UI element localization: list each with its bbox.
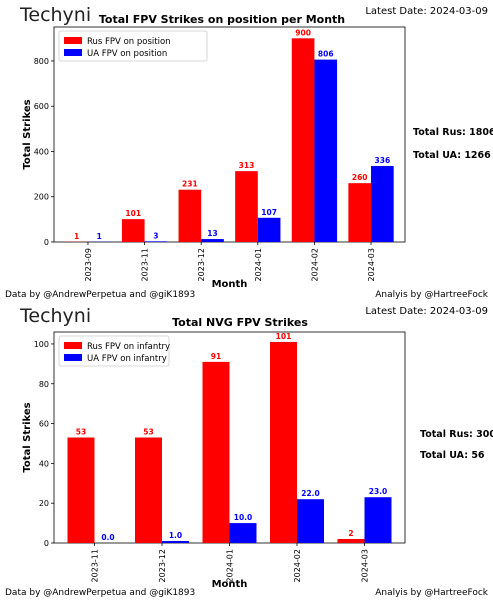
legend-swatch <box>64 49 82 56</box>
plot-frame <box>53 26 406 243</box>
rus-bar <box>67 437 95 543</box>
y-tick-label: 40 <box>39 459 49 468</box>
legend-box <box>58 335 170 367</box>
ua-data-label: 1 <box>97 232 102 241</box>
position-strikes-panel: Techyni Latest Date: 2024-03-09 Total FPV … <box>5 4 493 300</box>
x-tick-label: 2024-03 <box>367 248 376 281</box>
ua-data-label: 13 <box>207 229 217 238</box>
ua-data-label: 806 <box>318 50 334 59</box>
ua-bar <box>257 217 281 242</box>
rus-bar <box>135 437 162 543</box>
latest-date: Latest Date: 2024-03-09 <box>365 6 488 17</box>
position-strikes-chart: Techyni Latest Date: 2024-03-09 Total FPV … <box>5 4 493 300</box>
latest-date: Latest Date: 2024-03-09 <box>365 306 488 317</box>
chart-title: Total NVG FPV Strikes <box>172 316 308 329</box>
rus-data-label: 101 <box>276 332 292 341</box>
y-tick-label: 0 <box>44 539 49 548</box>
data-credit: Data by @AndrewPerpetua and @giK1893 <box>5 290 195 300</box>
nvg-strikes-chart: Techyni Latest Date: 2024-03-09 Total NVG … <box>5 305 493 598</box>
legend-swatch <box>64 354 82 361</box>
ua-data-label: 3 <box>153 231 158 240</box>
legend-entry: UA FPV on infantry <box>87 354 167 364</box>
y-tick-label: 80 <box>39 380 49 389</box>
y-tick-label: 60 <box>39 420 49 429</box>
ua-bar <box>371 165 394 242</box>
ua-bar <box>229 523 257 543</box>
y-tick-label: 800 <box>34 57 49 66</box>
rus-data-label: 53 <box>76 428 86 437</box>
x-tick-label: 2023-11 <box>141 248 150 281</box>
x-tick-label: 2023-12 <box>158 549 167 582</box>
y-tick-label: 0 <box>44 238 49 247</box>
y-tick-label: 400 <box>34 147 49 156</box>
ua-bar <box>364 497 392 543</box>
x-tick-label: 2023-11 <box>91 549 100 582</box>
ua-bar <box>144 241 168 242</box>
rus-data-label: 900 <box>295 28 311 37</box>
x-tick-label: 2023-12 <box>197 248 206 281</box>
y-tick-label: 200 <box>34 193 49 202</box>
ua-data-label: 23.0 <box>369 487 388 496</box>
x-tick-label: 2023-09 <box>84 248 93 281</box>
ua-bar <box>297 499 324 543</box>
rus-data-label: 53 <box>143 428 153 437</box>
ua-bar <box>201 239 224 242</box>
total-rus: Total Rus: 1806 <box>413 127 493 138</box>
legend-box <box>58 30 208 62</box>
legend-entry: Rus FPV on infantry <box>87 342 170 352</box>
ua-data-label: 10.0 <box>234 513 253 522</box>
y-tick-label: 20 <box>39 499 49 508</box>
rus-bar <box>121 219 145 242</box>
total-ua: Total UA: 56 <box>420 450 485 461</box>
x-tick-label: 2024-02 <box>293 549 302 582</box>
x-tick-label: 2024-01 <box>254 248 263 281</box>
legend-entry: UA FPV on position <box>87 49 167 59</box>
rus-bar <box>348 183 372 242</box>
brand-logo: Techyni <box>19 305 91 327</box>
legend-entry: Rus FPV on position <box>87 37 171 47</box>
x-tick-label: 2024-03 <box>361 549 370 582</box>
analysis-credit: Analyis by @HartreeFock <box>375 588 489 598</box>
legend-swatch <box>64 37 82 44</box>
ua-data-label: 0.0 <box>101 533 114 542</box>
rus-data-label: 1 <box>74 232 79 241</box>
rus-data-label: 2 <box>348 529 353 538</box>
ua-data-label: 107 <box>261 208 277 217</box>
nvg-strikes-panel: Techyni Latest Date: 2024-03-09 Total NVG … <box>0 300 493 600</box>
total-ua: Total UA: 1266 <box>413 150 491 161</box>
ua-data-label: 336 <box>375 156 391 165</box>
rus-bar <box>337 539 365 543</box>
rus-bar <box>178 189 202 242</box>
rus-bar <box>291 38 315 242</box>
ua-data-label: 1.0 <box>169 531 182 540</box>
x-tick-label: 2024-02 <box>310 248 319 281</box>
y-tick-label: 600 <box>34 102 49 111</box>
y-axis-label: Total Strikes <box>22 99 33 169</box>
chart-title: Total FPV Strikes on position per Month <box>99 13 345 26</box>
total-rus: Total Rus: 300 <box>420 429 493 440</box>
x-tick-label: 2024-01 <box>226 549 235 582</box>
x-axis-label: Month <box>212 579 248 590</box>
rus-data-label: 231 <box>182 180 198 189</box>
ua-bar <box>162 541 189 543</box>
rus-data-label: 313 <box>239 161 255 170</box>
brand-logo: Techyni <box>19 4 91 26</box>
data-credit: Data by @AndrewPerpetua and @giK1893 <box>5 588 195 598</box>
rus-bar <box>235 171 258 242</box>
legend-swatch <box>64 342 82 349</box>
rus-data-label: 91 <box>211 352 221 361</box>
rus-data-label: 101 <box>125 209 141 218</box>
analysis-credit: Analyis by @HartreeFock <box>375 290 489 300</box>
ua-bar <box>314 59 338 242</box>
y-axis-label: Total Strikes <box>22 402 33 472</box>
rus-bar <box>202 361 230 543</box>
x-axis-label: Month <box>212 279 248 290</box>
rus-data-label: 260 <box>352 173 368 182</box>
y-tick-label: 100 <box>34 340 49 349</box>
rus-bar <box>270 341 297 543</box>
ua-data-label: 22.0 <box>301 489 320 498</box>
